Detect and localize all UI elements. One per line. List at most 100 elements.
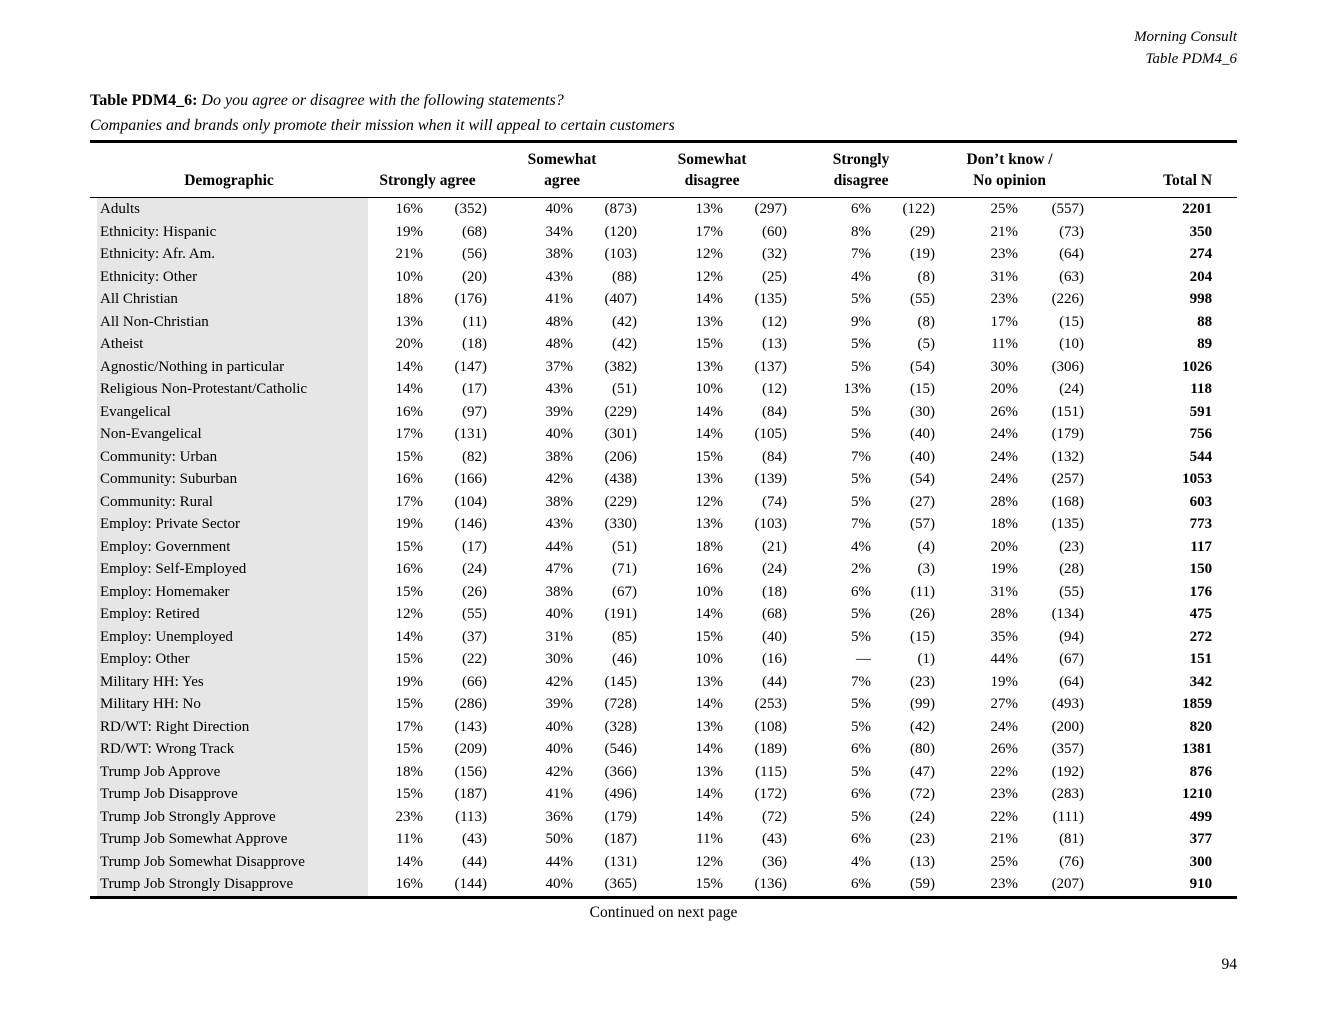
percent-cell: 42% [545, 763, 574, 780]
count-cell: (64) [1059, 673, 1085, 690]
percent-cell: 7% [851, 448, 872, 465]
percent-cell: 16% [395, 561, 424, 577]
count-cell: (76) [1059, 853, 1085, 870]
percent-cell: 24% [990, 471, 1019, 487]
table-row: Non-Evangelical 17% (131) 40% (301) 14% (105) 5… [90, 423, 1237, 446]
total-n-cell: 274 [1189, 246, 1213, 262]
percent-cell: 10% [695, 583, 724, 600]
count-cell: (30) [910, 403, 936, 420]
count-cell: (286) [454, 696, 488, 712]
percent-cell: 14% [695, 426, 724, 442]
percent-cell: 21% [990, 223, 1019, 240]
table-row: All Christian 18% (176) 41% (407) 14% (135) 5% (… [90, 288, 1237, 311]
count-cell: (84) [762, 403, 788, 420]
percent-cell: 20% [990, 381, 1019, 397]
percent-cell: 5% [851, 718, 872, 735]
demographic-cell: Employ: Government [90, 535, 368, 558]
percent-cell: 30% [990, 358, 1019, 375]
percent-cell: 5% [851, 696, 872, 712]
count-cell: (54) [910, 471, 936, 487]
percent-cell: 5% [851, 358, 872, 375]
total-n-cell: 910 [1189, 876, 1213, 892]
table-row: Military HH: No 15% (286) 39% (728) 14% (253) 5… [90, 693, 1237, 716]
percent-cell: 25% [990, 201, 1019, 217]
percent-cell: 18% [395, 291, 424, 307]
count-cell: (42) [612, 336, 638, 352]
column-header-total-n: Total N [1084, 142, 1237, 198]
total-n-cell: 499 [1189, 808, 1213, 825]
count-cell: (23) [910, 673, 936, 690]
count-cell: (24) [762, 561, 788, 577]
count-cell: (104) [454, 493, 488, 510]
count-cell: (166) [454, 471, 488, 487]
count-cell: (111) [1052, 808, 1085, 825]
percent-cell: 5% [851, 606, 872, 622]
count-cell: (42) [910, 718, 936, 735]
percent-cell: 22% [990, 763, 1019, 780]
percent-cell: 13% [695, 673, 724, 690]
percent-cell: 14% [395, 628, 424, 645]
percent-cell: 17% [395, 426, 424, 442]
total-n-cell: 1381 [1182, 741, 1213, 757]
crosstab-table: Demographic Strongly agree Somewhat agree… [90, 140, 1238, 899]
count-cell: (57) [910, 516, 936, 532]
count-cell: (328) [604, 718, 638, 735]
table-row: Employ: Private Sector 19% (146) 43% (330) 13… [90, 513, 1237, 536]
column-header-strongly-disagree: Strongly disagree [787, 142, 935, 198]
percent-cell: 16% [395, 471, 424, 487]
percent-cell: 10% [395, 268, 424, 285]
count-cell: (24) [910, 808, 936, 825]
percent-cell: 2% [851, 561, 872, 577]
percent-cell: 15% [695, 628, 724, 645]
percent-cell: 41% [545, 291, 574, 307]
table-row: All Non-Christian 13% (11) 48% (42) 13% (12) 9%… [90, 310, 1237, 333]
column-header-label: Total N [1163, 172, 1213, 189]
crosstab-table-container: Demographic Strongly agree Somewhat agree… [90, 140, 1238, 899]
total-n-cell: 1053 [1182, 471, 1213, 487]
count-cell: (108) [754, 718, 788, 735]
count-cell: (80) [910, 741, 936, 757]
percent-cell: 15% [395, 538, 424, 555]
count-cell: (66) [462, 673, 488, 690]
demographic-cell: All Non-Christian [90, 310, 368, 333]
count-cell: (209) [454, 741, 488, 757]
table-row: Trump Job Somewhat Disapprove 14% (44) 44% (… [90, 850, 1237, 873]
count-cell: (13) [762, 336, 788, 352]
count-cell: (72) [762, 808, 788, 825]
count-cell: (26) [462, 583, 488, 600]
count-cell: (27) [910, 493, 936, 510]
count-cell: (189) [754, 741, 788, 757]
count-cell: (134) [1051, 606, 1085, 622]
percent-cell: 14% [695, 403, 724, 420]
count-cell: (151) [1051, 403, 1085, 420]
table-row: Community: Urban 15% (82) 38% (206) 15% (84) 7%… [90, 445, 1237, 468]
percent-cell: 15% [695, 876, 724, 892]
count-cell: (60) [762, 223, 788, 240]
count-cell: (122) [902, 201, 936, 217]
count-cell: (22) [462, 651, 488, 667]
percent-cell: 6% [851, 786, 872, 802]
percent-cell: 16% [395, 876, 424, 892]
percent-cell: 26% [990, 403, 1019, 420]
count-cell: (357) [1051, 741, 1085, 757]
total-n-cell: 1859 [1182, 696, 1213, 712]
percent-cell: 40% [545, 201, 574, 217]
count-cell: (56) [462, 246, 488, 262]
total-n-cell: 342 [1189, 673, 1213, 690]
count-cell: (200) [1051, 718, 1085, 735]
count-cell: (73) [1059, 223, 1085, 240]
table-row: Trump Job Strongly Approve 23% (113) 36% (17… [90, 805, 1237, 828]
table-row: Trump Job Somewhat Approve 11% (43) 50% (187… [90, 828, 1237, 851]
percent-cell: 47% [545, 561, 574, 577]
demographic-cell: RD/WT: Wrong Track [90, 738, 368, 761]
percent-cell: 13% [395, 313, 424, 330]
percent-cell: 6% [851, 583, 872, 600]
percent-cell: 22% [990, 808, 1019, 825]
percent-cell: 38% [545, 493, 574, 510]
percent-cell: 13% [695, 718, 724, 735]
total-n-cell: 377 [1189, 831, 1213, 847]
page-number: 94 [1221, 956, 1238, 973]
demographic-cell: Employ: Homemaker [90, 580, 368, 603]
percent-cell: 31% [990, 583, 1019, 600]
count-cell: (55) [910, 291, 936, 307]
